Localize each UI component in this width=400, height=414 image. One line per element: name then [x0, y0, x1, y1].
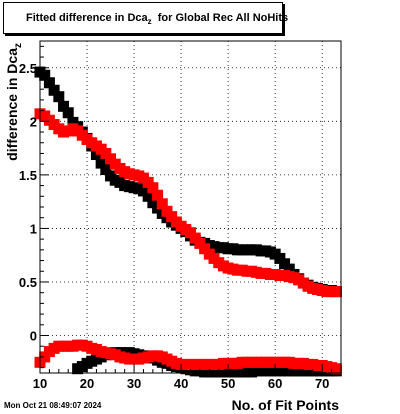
data-point — [53, 91, 65, 103]
data-points — [34, 66, 342, 378]
data-point — [62, 107, 74, 119]
grid — [39, 41, 341, 373]
data-point — [100, 164, 112, 176]
x-tick-label: 60 — [268, 376, 282, 391]
x-tick-label: 50 — [221, 376, 235, 391]
title-suffix: for Global Rec All NoHits — [157, 12, 289, 24]
y-axis-title: difference in Dcaz — [4, 43, 24, 161]
data-point — [58, 100, 70, 112]
y-tick-label: 1.5 — [19, 168, 37, 183]
axis-ticks — [39, 45, 342, 373]
y-tick-label: 0 — [30, 329, 37, 344]
x-tick-label: 10 — [33, 376, 47, 391]
data-point — [330, 286, 342, 298]
title-subscript: z — [147, 17, 152, 26]
data-point — [142, 190, 154, 202]
series-red — [34, 108, 342, 375]
x-tick-label: 70 — [315, 376, 329, 391]
y-tick-label: 2.5 — [19, 61, 37, 76]
plot-frame — [39, 40, 342, 374]
data-point — [95, 157, 107, 169]
x-tick-label: 30 — [127, 376, 141, 391]
y-tick-label: 2 — [30, 114, 37, 129]
x-axis-title: No. of Fit Points — [232, 397, 340, 413]
data-point — [43, 77, 55, 89]
tick-labels: 10 20 30 40 50 60 70 0 0.5 1 1.5 2 2.5 — [19, 61, 330, 391]
data-point — [48, 84, 60, 96]
data-point — [156, 198, 168, 210]
y-tick-label: 1 — [30, 221, 37, 236]
data-point — [330, 363, 342, 375]
y-tick-label: 0.5 — [19, 275, 37, 290]
x-tick-label: 40 — [174, 376, 188, 391]
title-prefix: Fitted difference in Dca — [26, 12, 148, 24]
footer-timestamp: Mon Oct 21 08:49:07 2024 — [4, 401, 102, 410]
x-tick-label: 20 — [80, 376, 94, 391]
data-point — [147, 182, 159, 194]
data-point — [152, 189, 164, 201]
chart-title: Fitted difference in Dcaz for Global Rec… — [26, 12, 288, 26]
title-box: Fitted difference in Dcaz for Global Rec… — [3, 2, 288, 34]
data-point — [39, 69, 51, 81]
series-black — [34, 66, 342, 378]
